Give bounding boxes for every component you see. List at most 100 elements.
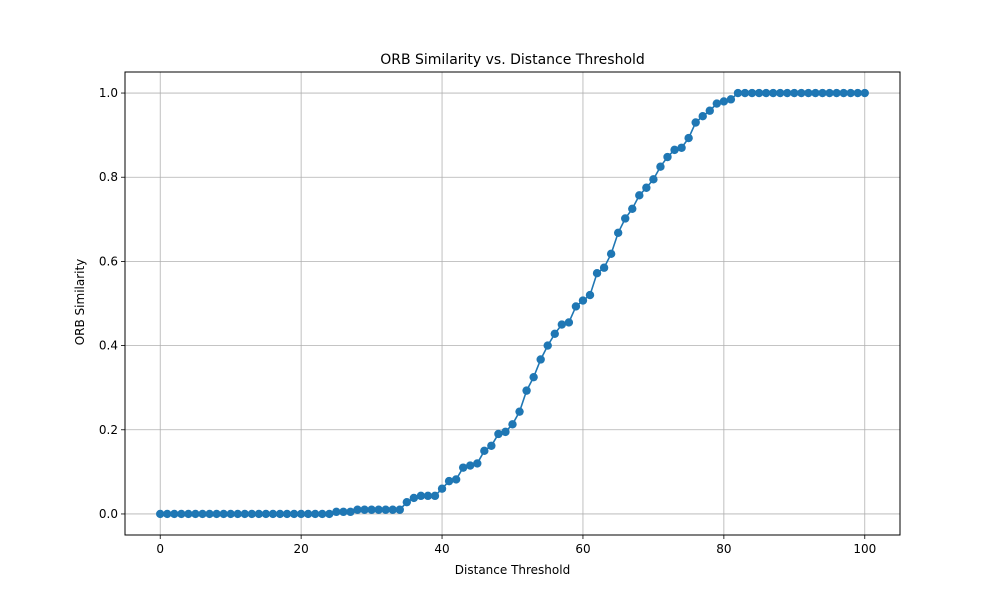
x-axis-label: Distance Threshold (455, 563, 570, 577)
data-point (592, 268, 602, 278)
y-tick-label: 0.8 (99, 170, 118, 184)
data-point (515, 407, 524, 416)
data-point (170, 509, 179, 519)
y-tick-label: 0.4 (99, 339, 118, 353)
data-point (282, 509, 292, 519)
data-point (705, 106, 714, 115)
data-point (303, 509, 313, 519)
x-tick-label: 60 (575, 542, 590, 556)
data-point (388, 505, 397, 514)
data-point (846, 88, 855, 98)
chart-title: ORB Similarity vs. Distance Threshold (380, 52, 645, 68)
data-point (698, 111, 707, 121)
data-point (296, 509, 306, 519)
data-point (254, 509, 264, 519)
data-point (437, 484, 447, 493)
data-point (198, 509, 207, 519)
series (156, 88, 869, 519)
data-point (522, 386, 531, 395)
x-tick-label: 80 (716, 542, 731, 556)
data-point (430, 491, 440, 501)
data-point (191, 509, 200, 519)
data-point (656, 162, 665, 171)
data-point (825, 88, 834, 98)
data-point (501, 427, 510, 437)
data-point (374, 505, 383, 514)
data-point (367, 505, 376, 514)
data-point (423, 491, 433, 501)
data-point (670, 145, 679, 155)
ticks: 0 20 40 60 80 100 0.0 0.2 0.4 0.6 0.8 1.0 (99, 86, 876, 556)
x-tick-label: 0 (156, 542, 164, 556)
data-point (494, 429, 503, 439)
x-tick-label: 100 (853, 542, 876, 556)
data-point (606, 249, 616, 259)
data-point (325, 509, 334, 519)
y-tick-label: 0.0 (99, 507, 118, 521)
data-point (747, 88, 757, 98)
data-point (318, 509, 327, 519)
y-tick-label: 0.2 (99, 423, 118, 437)
data-point (226, 509, 235, 519)
data-point (458, 463, 468, 472)
data-point (621, 214, 630, 223)
data-point (381, 505, 390, 514)
data-point (212, 509, 221, 519)
data-point (289, 509, 299, 519)
plot-area-frame (124, 71, 901, 536)
data-point (163, 509, 172, 519)
data-point (726, 95, 736, 104)
data-point (261, 509, 271, 519)
data-point (677, 143, 686, 152)
data-point (473, 459, 482, 468)
data-point (853, 88, 862, 98)
data-point (529, 372, 538, 382)
data-point (480, 446, 489, 456)
x-tick-label: 40 (434, 542, 449, 556)
data-point (740, 88, 750, 98)
data-point (642, 183, 651, 192)
data-point (628, 204, 637, 213)
data-point (839, 88, 848, 98)
data-point (451, 475, 461, 484)
data-point (444, 476, 454, 486)
data-point (487, 441, 496, 450)
data-point (712, 99, 722, 108)
data-point (184, 509, 193, 519)
data-point (818, 88, 827, 98)
data-point (233, 509, 242, 519)
data-point (247, 509, 257, 519)
data-point (635, 191, 644, 200)
data-point (360, 505, 369, 514)
data-point (550, 329, 559, 339)
data-point (783, 88, 792, 98)
data-point (156, 509, 165, 519)
data-point (240, 509, 249, 519)
data-point (564, 318, 574, 327)
data-point (311, 509, 320, 519)
data-point (719, 97, 729, 106)
data-point (663, 152, 672, 162)
data-point (613, 228, 623, 237)
data-point (776, 88, 785, 98)
data-point (578, 296, 588, 305)
data-point (733, 88, 743, 98)
data-point (543, 341, 552, 350)
data-point (832, 88, 841, 98)
data-point (268, 509, 278, 519)
data-point (353, 505, 362, 514)
data-point (768, 88, 778, 98)
data-point (585, 290, 595, 300)
data-point (790, 88, 799, 98)
x-tick-label: 20 (293, 542, 308, 556)
data-point (219, 509, 228, 519)
data-point (409, 493, 419, 503)
data-point (339, 507, 348, 517)
data-point (177, 509, 186, 519)
data-point (275, 509, 285, 519)
data-point (684, 133, 693, 143)
data-point (416, 491, 426, 501)
data-point (804, 88, 813, 98)
